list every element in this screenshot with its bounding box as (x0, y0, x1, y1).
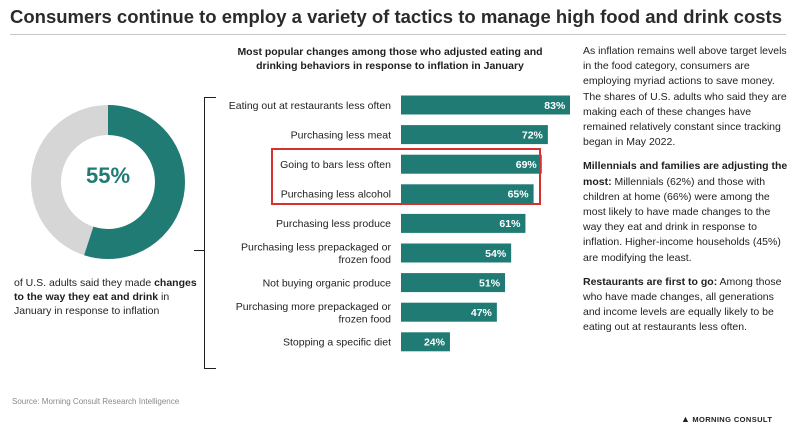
bracket-top-tick (204, 97, 216, 98)
bar-value-label-2: 72% (522, 129, 544, 141)
bar-3 (401, 154, 542, 174)
category-label-6-line-1: Purchasing less prepackaged or (241, 242, 392, 254)
category-label-9: Stopping a specific diet (283, 337, 391, 349)
bar-8 (401, 302, 497, 322)
commentary-heading-3: Restaurants are first to go: (583, 275, 718, 288)
bar-chart: 83% Eating out at restaurants less often 7… (229, 95, 570, 352)
bar-value-label-6: 54% (485, 248, 507, 260)
highlight-box (271, 148, 541, 205)
donut-chart (31, 105, 185, 259)
bar-4 (401, 184, 534, 204)
commentary-paragraph-2: Millennials and families are adjusting t… (583, 159, 789, 265)
morning-consult-mark-icon: ▲ (681, 414, 691, 424)
bar-6 (401, 243, 512, 263)
commentary-paragraph-3: Restaurants are first to go: Among those… (583, 275, 789, 336)
category-label-4: Purchasing less alcohol (281, 189, 391, 201)
category-label-8-line-2: frozen food (338, 313, 391, 325)
commentary-body-2: Millennials (62%) and those with childre… (583, 175, 781, 264)
donut-value-label: 55% (85, 163, 131, 188)
bar-value-label-8: 47% (471, 307, 493, 319)
commentary: As inflation remains well above target l… (583, 44, 789, 345)
category-label-6-line-2: frozen food (338, 254, 391, 266)
bar-value-label-1: 83% (544, 100, 566, 112)
source-note: Source: Morning Consult Research Intelli… (12, 397, 180, 406)
category-label-5: Purchasing less produce (276, 218, 391, 230)
donut-caption: of U.S. adults said they made changes to… (14, 276, 206, 318)
bar-5 (401, 213, 526, 233)
commentary-paragraph-1: As inflation remains well above target l… (583, 45, 787, 149)
category-label-1: Eating out at restaurants less often (229, 100, 391, 112)
donut-caption-bold: changes to the way they eat and drink (14, 277, 197, 303)
category-label-7: Not buying organic produce (263, 277, 392, 289)
bar-value-label-9: 24% (424, 337, 446, 349)
commentary-heading-2: Millennials and families are adjusting t… (583, 160, 788, 188)
bar-7 (401, 273, 506, 293)
page-title: Consumers continue to employ a variety o… (10, 6, 782, 27)
commentary-body-3: Among those who have made changes, all g… (583, 275, 782, 334)
category-label-3: Going to bars less often (280, 159, 391, 171)
bracket-connector (194, 250, 204, 251)
bar-value-label-4: 65% (508, 189, 530, 201)
brand-logo: ▲ MORNING CONSULT (681, 414, 772, 424)
donut-value-segment (31, 105, 185, 259)
category-label-8-line-1: Purchasing more prepackaged or (236, 301, 392, 313)
chart-title: Most popular changes among those who adj… (237, 46, 543, 72)
bar-2 (401, 125, 548, 145)
bar-9 (401, 332, 450, 352)
bar-value-label-5: 61% (499, 218, 521, 230)
bar-value-label-7: 51% (479, 277, 501, 289)
bar-1 (401, 95, 570, 115)
donut-caption-post: in January in response to inflation (14, 291, 170, 317)
category-label-2: Purchasing less meat (291, 129, 391, 141)
title-divider (10, 34, 786, 35)
brand-logo-text: MORNING CONSULT (692, 415, 773, 424)
donut-caption-pre: of U.S. adults said they made (14, 277, 155, 289)
bar-value-label-3: 69% (516, 159, 538, 171)
bracket-bottom-tick (204, 368, 216, 369)
bracket-line (204, 97, 205, 368)
